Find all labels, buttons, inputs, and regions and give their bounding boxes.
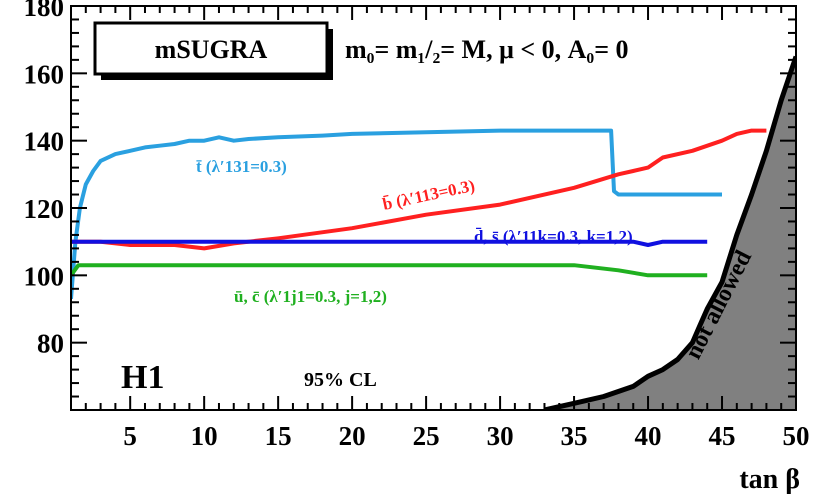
x-tick-label: 5 [123,421,137,451]
boundary-line [543,55,796,410]
y-tick-label: 140 [24,127,65,157]
series-label-uc: ū, c̄ (λ′1j1=0.3, j=1,2) [234,287,387,306]
y-tick-label: 180 [24,0,65,22]
x-tick-label: 30 [487,421,514,451]
x-tick-label: 35 [561,421,588,451]
y-tick-label: 160 [24,59,65,89]
x-tick-label: 40 [635,421,662,451]
series-line-3 [71,263,708,278]
series-label-ds: d̄, s̄ (λ′11k=0.3, k=1,2) [474,227,633,246]
x-tick-label: 20 [339,421,366,451]
x-tick-label: 10 [191,421,218,451]
series-line-0 [71,128,722,300]
experiment-label: H1 [121,359,164,396]
y-tick-label: 120 [24,194,65,224]
x-tick-label: 15 [265,421,292,451]
confidence-label: 95% CL [304,369,377,391]
model-box-shadow [327,29,333,80]
model-label: mSUGRA [155,35,268,64]
x-tick-label: 50 [783,421,810,451]
x-tick-label: 25 [413,421,440,451]
y-tick-label: 80 [37,329,64,359]
series-label-t: t̄ (λ′131=0.3) [196,157,287,176]
model-box-shadow-bottom [101,74,333,80]
series-line-1 [71,128,767,251]
x-tick-label: 45 [709,421,736,451]
x-axis-label: tan β [739,464,800,495]
y-tick-label: 100 [24,261,65,291]
not-allowed-region [544,56,796,410]
conditions-label: m₀= m₁/₂= M, μ < 0, A₀= 0 [345,35,629,64]
series-line-2 [71,239,708,247]
